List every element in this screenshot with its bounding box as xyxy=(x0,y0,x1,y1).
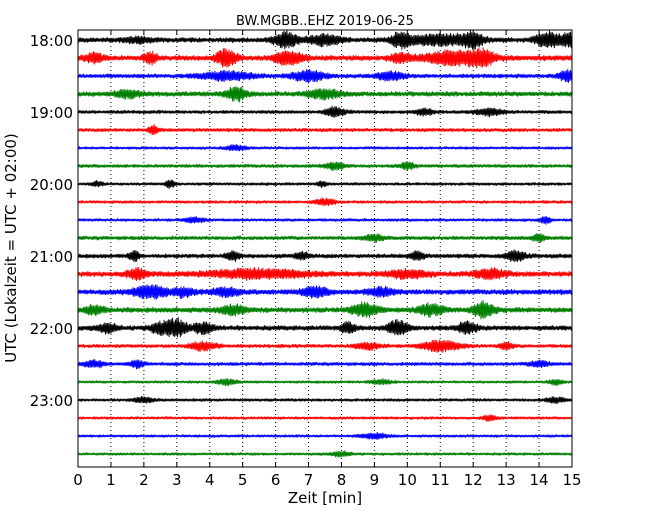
x-gridlines xyxy=(110,30,540,467)
x-tick-label: 14 xyxy=(530,471,549,489)
x-axis-label: Zeit [min] xyxy=(288,489,362,507)
y-tick-label: 20:00 xyxy=(30,176,73,194)
seismogram-trace xyxy=(77,160,573,171)
x-tick-label: 7 xyxy=(304,471,314,489)
y-tick-label: 23:00 xyxy=(30,392,73,410)
x-tick-label: 8 xyxy=(337,471,347,489)
x-tick-label: 1 xyxy=(106,471,116,489)
seismogram-trace xyxy=(77,339,573,353)
seismogram-trace xyxy=(77,143,573,152)
seismogram-trace xyxy=(77,86,573,103)
seismogram-trace xyxy=(77,233,573,244)
seismogram-trace xyxy=(77,197,573,207)
seismogram-trace xyxy=(77,359,573,370)
seismogram-trace xyxy=(77,450,573,458)
seismogram-trace xyxy=(77,378,573,387)
seismogram-trace xyxy=(77,317,573,338)
seismogram-trace xyxy=(77,431,573,441)
x-tick-label: 5 xyxy=(238,471,248,489)
seismogram-traces xyxy=(77,30,573,458)
plot-frame xyxy=(77,29,573,468)
y-tick-label: 18:00 xyxy=(30,32,73,50)
seismogram-trace xyxy=(77,124,573,136)
x-tick-label: 12 xyxy=(464,471,483,489)
axis-ticks: 0 1 2 3 4 5 6 7 8 9 10 11 12 13 14 1518:0019:0020:0021:… xyxy=(30,30,582,489)
x-tick-label: 0 xyxy=(73,471,83,489)
x-tick-label: 11 xyxy=(431,471,450,489)
x-tick-label: 9 xyxy=(370,471,380,489)
x-tick-label: 6 xyxy=(271,471,281,489)
seismogram-trace xyxy=(77,216,573,225)
x-tick-label: 4 xyxy=(205,471,215,489)
y-tick-label: 21:00 xyxy=(30,248,73,266)
seismogram-trace xyxy=(77,47,573,69)
seismogram-trace xyxy=(77,249,573,263)
chart-title: BW.MGBB..EHZ 2019-06-25 xyxy=(236,14,414,29)
seismogram-trace xyxy=(77,414,573,422)
seismogram-trace xyxy=(77,266,573,282)
x-tick-label: 10 xyxy=(398,471,417,489)
seismogram-trace xyxy=(77,30,573,50)
seismogram-trace xyxy=(77,300,573,320)
x-tick-label: 2 xyxy=(139,471,149,489)
x-tick-label: 15 xyxy=(562,471,581,489)
seismogram-trace xyxy=(77,105,573,119)
seismogram-trace xyxy=(77,284,573,300)
x-tick-label: 13 xyxy=(497,471,516,489)
x-tick-label: 3 xyxy=(172,471,182,489)
y-axis-label: UTC (Lokalzeit = UTC + 02:00) xyxy=(2,133,20,363)
seismogram-trace xyxy=(77,179,573,189)
y-tick-label: 22:00 xyxy=(30,320,73,338)
y-tick-label: 19:00 xyxy=(30,104,73,122)
seismogram-trace xyxy=(77,68,573,84)
seismogram-trace xyxy=(77,396,573,405)
